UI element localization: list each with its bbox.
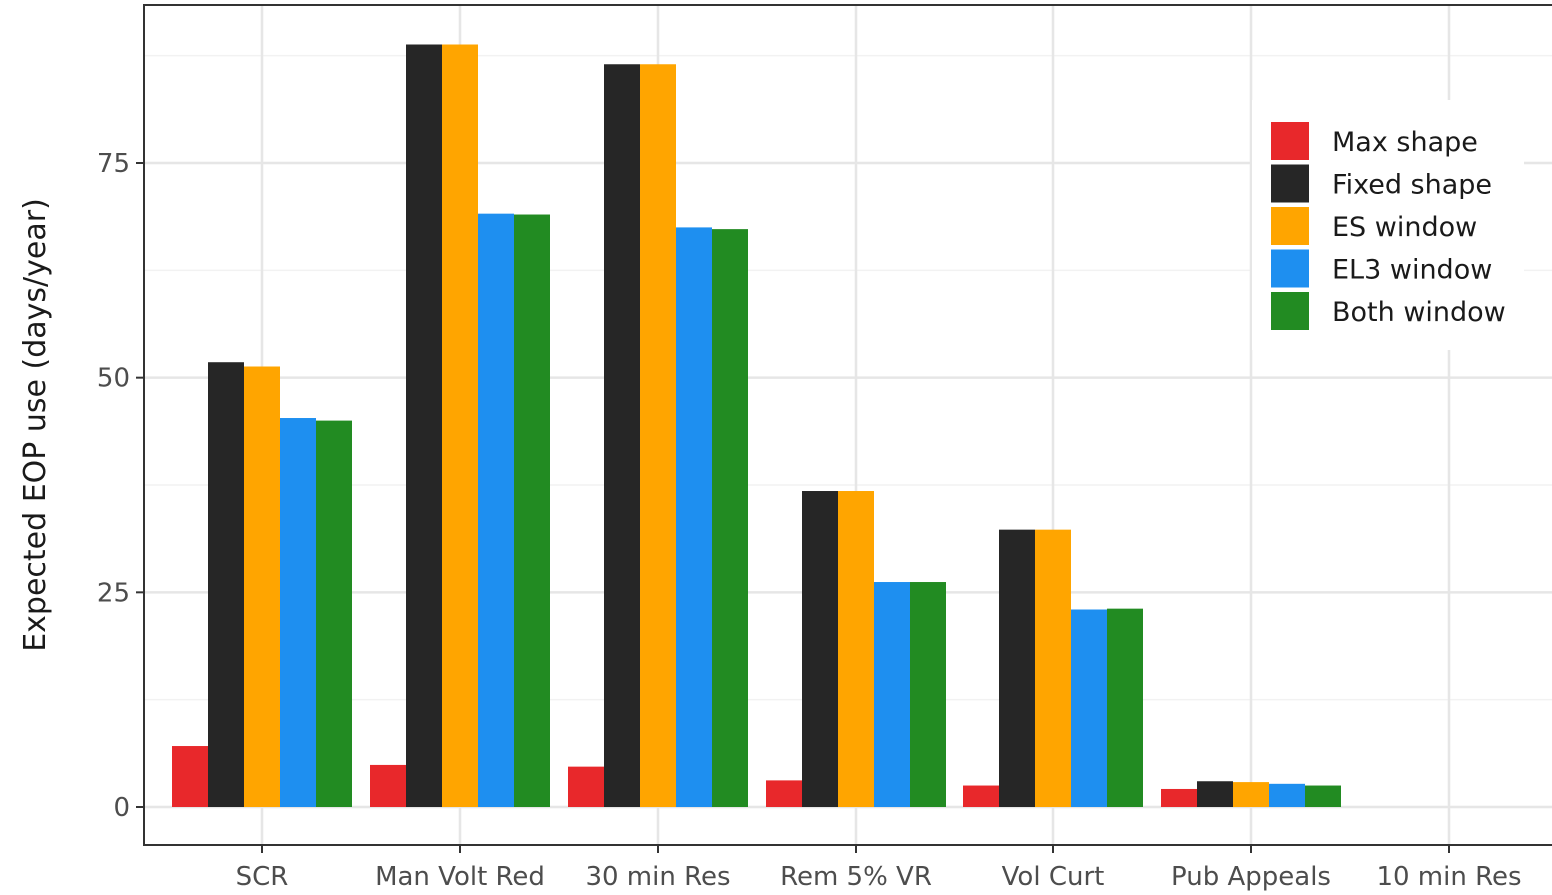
bar xyxy=(1197,781,1233,807)
legend-swatch xyxy=(1271,122,1309,160)
bar xyxy=(568,766,604,807)
bar xyxy=(963,785,999,807)
x-tick-label: Pub Appeals xyxy=(1171,862,1331,892)
legend-swatch xyxy=(1271,292,1309,330)
y-tick-label: 75 xyxy=(97,149,130,179)
bar xyxy=(1071,609,1107,807)
x-tick-label: Vol Curt xyxy=(1002,862,1105,892)
bar xyxy=(370,764,406,807)
x-tick-label: 10 min Res xyxy=(1376,862,1521,892)
bar xyxy=(766,780,802,807)
bar xyxy=(1233,782,1269,807)
legend-swatch xyxy=(1271,249,1309,288)
legend-label: ES window xyxy=(1332,212,1477,243)
bar xyxy=(999,529,1035,807)
legend-label: EL3 window xyxy=(1332,255,1492,286)
x-tick-label: Rem 5% VR xyxy=(780,862,932,892)
bar xyxy=(874,582,910,807)
bar xyxy=(442,44,478,807)
bar xyxy=(1161,788,1197,807)
legend-swatch xyxy=(1271,164,1309,203)
y-tick-label: 25 xyxy=(97,578,130,608)
bar xyxy=(802,491,838,807)
bar xyxy=(478,213,514,808)
y-tick-label: 0 xyxy=(113,793,130,823)
bar xyxy=(280,418,316,807)
bar xyxy=(910,582,946,807)
y-axis: 0 25 50 75 xyxy=(97,149,144,823)
legend-label: Both window xyxy=(1332,297,1506,328)
bar xyxy=(604,64,640,807)
bar xyxy=(172,746,208,807)
x-tick-label: Man Volt Red xyxy=(375,862,545,892)
y-axis-title: Expected EOP use (days/year) xyxy=(18,198,53,652)
bar xyxy=(676,227,712,807)
legend: Max shape Fixed shape ES window EL3 window B… xyxy=(1252,100,1524,350)
bar xyxy=(1035,529,1071,807)
bar xyxy=(514,214,550,807)
bar xyxy=(1305,785,1341,807)
bar xyxy=(406,44,442,807)
x-tick-label: SCR xyxy=(236,862,289,892)
bar xyxy=(1269,783,1305,807)
bar xyxy=(208,362,244,807)
x-axis: SCR Man Volt Red 30 min Res Rem 5% VR Vol Cu… xyxy=(236,845,1522,892)
plot-border xyxy=(143,4,1552,846)
bar xyxy=(712,229,748,808)
bar xyxy=(316,420,352,807)
legend-label: Fixed shape xyxy=(1332,170,1492,201)
legend-label: Max shape xyxy=(1332,127,1478,158)
x-tick-label: 30 min Res xyxy=(585,862,730,892)
legend-swatch xyxy=(1271,207,1309,245)
bar xyxy=(838,491,874,807)
bars xyxy=(172,44,1341,808)
bar xyxy=(640,64,676,807)
bar xyxy=(1107,608,1143,807)
y-tick-label: 50 xyxy=(97,364,130,394)
bar xyxy=(244,366,280,807)
